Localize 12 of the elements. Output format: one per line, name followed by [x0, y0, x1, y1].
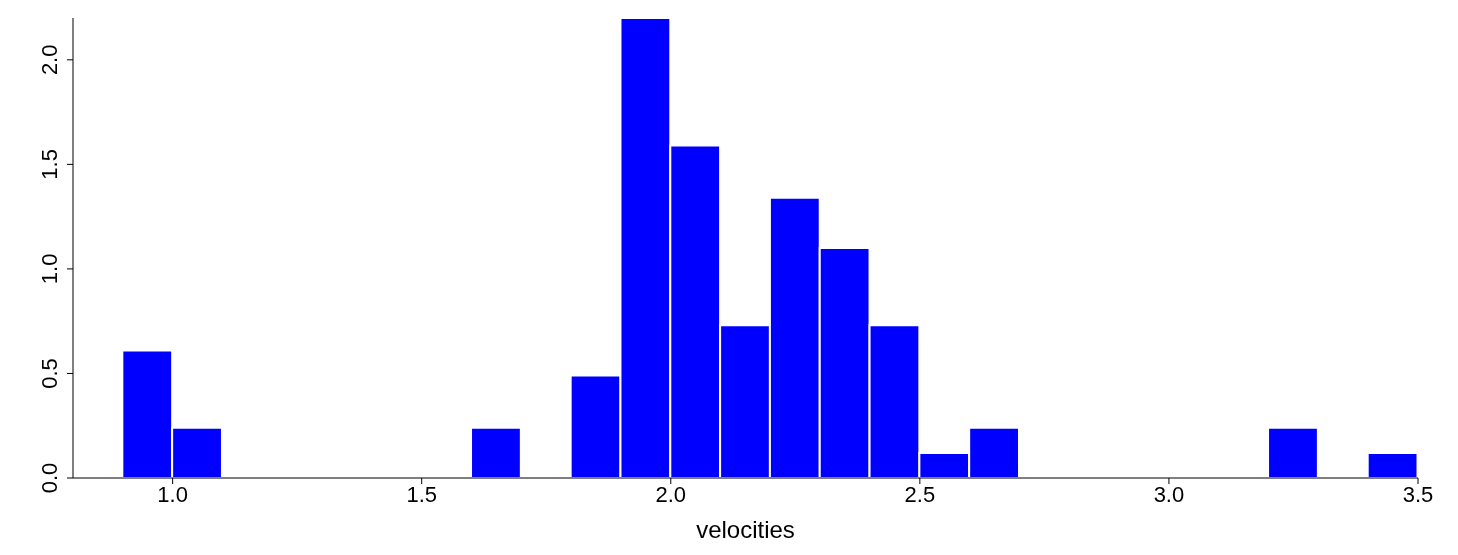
y-tick-label: 1.0: [37, 253, 62, 285]
y-tick-label: 1.5: [37, 149, 62, 180]
y-tick-label: 2.0: [37, 44, 62, 76]
x-tick-label: 2.5: [904, 481, 936, 507]
x-tick-label: 3.5: [1402, 481, 1434, 507]
x-tick-label: 1.5: [406, 481, 437, 507]
y-tick-label: 0.5: [37, 358, 62, 389]
x-axis-title: velocities: [696, 516, 795, 543]
x-tick-label: 2.0: [655, 481, 687, 507]
y-tick-label: 0.0: [37, 462, 62, 494]
x-tick-label: 1.0: [157, 481, 188, 507]
x-tick-label: 3.0: [1153, 481, 1185, 507]
